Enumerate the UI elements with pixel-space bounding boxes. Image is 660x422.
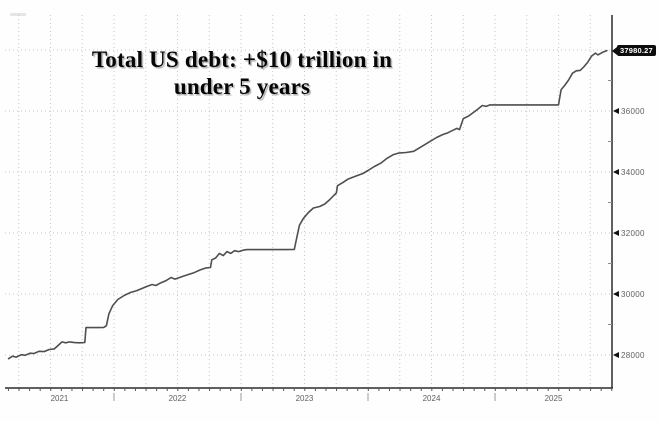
y-major-tick-marker — [613, 169, 619, 176]
y-axis-label: 28000 — [621, 350, 645, 360]
x-axis-year-label: 2024 — [422, 394, 441, 403]
y-major-tick-marker — [613, 108, 619, 115]
chart-title: Total US debt: +$10 trillion in under 5 … — [32, 46, 452, 100]
chart-title-line1: Total US debt: +$10 trillion in — [91, 47, 393, 72]
x-axis-year-label: 2025 — [544, 394, 563, 403]
x-axis-year-label: 2023 — [295, 394, 314, 403]
y-axis-label: 32000 — [621, 228, 645, 238]
chart-title-line2: under 5 years — [173, 74, 311, 99]
y-major-tick-marker — [613, 230, 619, 237]
x-axis-year-label: 2021 — [50, 394, 69, 403]
y-major-tick-marker — [613, 352, 619, 359]
y-axis-label: 34000 — [621, 167, 645, 177]
y-axis-label: 30000 — [621, 289, 645, 299]
last-price-badge: 37980.27 — [612, 45, 656, 57]
debt-series-line — [7, 49, 608, 360]
artifact-smudge — [10, 13, 26, 16]
y-major-tick-marker — [613, 291, 619, 298]
x-axis-year-label: 2022 — [168, 394, 187, 403]
y-axis-label: 36000 — [621, 106, 645, 116]
